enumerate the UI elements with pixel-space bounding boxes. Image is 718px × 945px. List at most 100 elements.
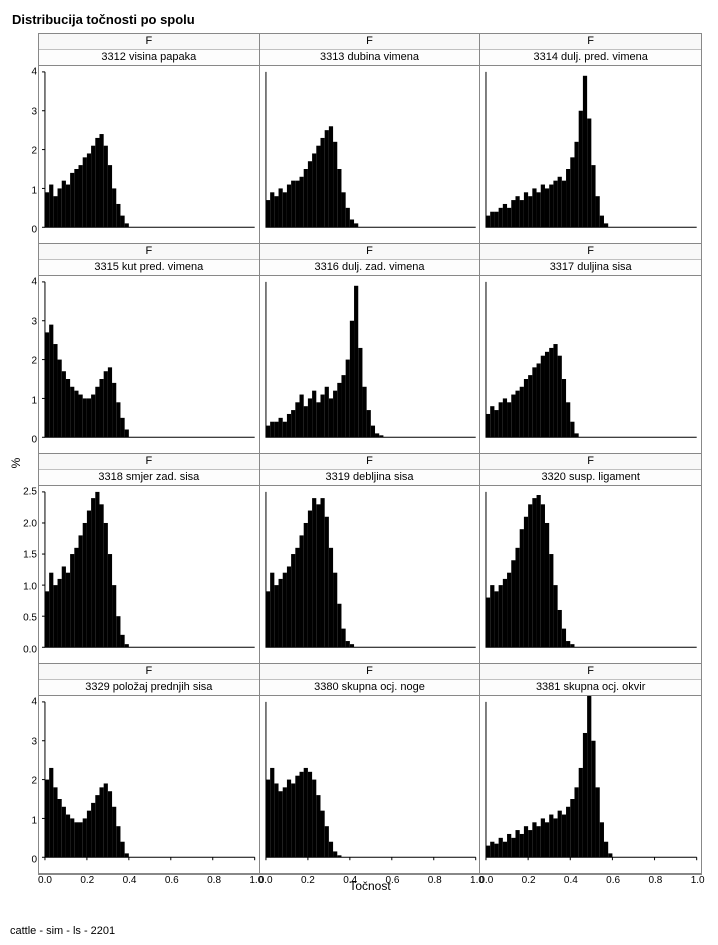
- panel-group-label: F: [260, 244, 480, 260]
- y-tick-label: 1: [13, 185, 37, 196]
- panel-cell: F3380 skupna ocj. noge0.00.20.40.60.81.0: [260, 664, 481, 874]
- panel-cell: F3317 duljina sisa: [480, 244, 701, 454]
- panel-group-label: F: [39, 244, 259, 260]
- plot-area: [480, 486, 701, 663]
- panel-label: 3329 položaj prednjih sisa: [39, 680, 259, 696]
- y-tick-label: 0.5: [13, 613, 37, 624]
- plot-area: 012340.00.20.40.60.81.0: [39, 696, 259, 873]
- x-tick-label: 0.0: [479, 875, 493, 886]
- plot-area: [480, 276, 701, 453]
- y-axis-label: %: [9, 458, 23, 469]
- panel-cell: F3314 dulj. pred. vimena: [480, 34, 701, 244]
- page-title: Distribucija točnosti po spolu: [12, 12, 708, 27]
- histogram-svg: [480, 486, 701, 663]
- panel-group-label: F: [480, 34, 701, 50]
- panel-group-label: F: [260, 34, 480, 50]
- y-tick-label: 3: [13, 736, 37, 747]
- histogram-svg: [480, 696, 701, 873]
- plot-area: [480, 66, 701, 243]
- x-tick-labels: 0.00.20.40.60.81.0: [39, 875, 259, 887]
- y-tick-label: 2: [13, 356, 37, 367]
- plot-area: 0.00.51.01.52.02.5: [39, 486, 259, 663]
- panel-cell: F3316 dulj. zad. vimena: [260, 244, 481, 454]
- panel-label: 3317 duljina sisa: [480, 260, 701, 276]
- x-tick-label: 0.6: [165, 875, 179, 886]
- y-tick-label: 1: [13, 395, 37, 406]
- x-tick-labels: 0.00.20.40.60.81.0: [260, 875, 480, 887]
- x-tick-label: 0.4: [564, 875, 578, 886]
- panel-label: 3319 debljina sisa: [260, 470, 480, 486]
- x-tick-label: 0.8: [207, 875, 221, 886]
- y-tick-label: 0: [13, 225, 37, 236]
- panel-group-label: F: [480, 244, 701, 260]
- x-tick-label: 0.2: [522, 875, 536, 886]
- panel-cell: F3313 dubina vimena: [260, 34, 481, 244]
- panel-cell: F3315 kut pred. vimena01234: [39, 244, 260, 454]
- panel-cell: F3329 položaj prednjih sisa012340.00.20.…: [39, 664, 260, 874]
- plot-area: [260, 486, 480, 663]
- histogram-svg: [39, 276, 259, 453]
- y-tick-label: 4: [13, 67, 37, 78]
- x-tick-label: 0.0: [259, 875, 273, 886]
- panel-cell: F3381 skupna ocj. okvir0.00.20.40.60.81.…: [480, 664, 701, 874]
- histogram-svg: [39, 696, 259, 873]
- y-tick-label: 2: [13, 146, 37, 157]
- panel-label: 3313 dubina vimena: [260, 50, 480, 66]
- panel-cell: F3319 debljina sisa: [260, 454, 481, 664]
- plot-area: 0.00.20.40.60.81.0: [260, 696, 480, 873]
- plot-area: [260, 66, 480, 243]
- footer-text: cattle - sim - ls - 2201: [10, 925, 115, 937]
- panel-cell: F3320 susp. ligament: [480, 454, 701, 664]
- x-tick-label: 0.2: [80, 875, 94, 886]
- y-tick-label: 2.5: [13, 487, 37, 498]
- x-tick-label: 0.8: [428, 875, 442, 886]
- y-tick-label: 1: [13, 815, 37, 826]
- histogram-svg: [260, 696, 480, 873]
- histogram-svg: [260, 276, 480, 453]
- panel-group-label: F: [39, 454, 259, 470]
- panel-group-label: F: [480, 454, 701, 470]
- panel-cell: F3318 smjer zad. sisa0.00.51.01.52.02.5: [39, 454, 260, 664]
- y-tick-label: 2: [13, 776, 37, 787]
- panel-grid: F3312 visina papaka01234F3313 dubina vim…: [38, 33, 702, 875]
- x-tick-label: 0.0: [38, 875, 52, 886]
- y-tick-label: 0: [13, 435, 37, 446]
- x-tick-label: 0.6: [386, 875, 400, 886]
- panel-group-label: F: [39, 664, 259, 680]
- y-tick-labels: 0 1 2 3 4: [13, 696, 37, 873]
- histogram-svg: [260, 66, 480, 243]
- x-tick-label: 0.4: [123, 875, 137, 886]
- y-tick-labels: 0.0 0.5 1.0 1.5 2.0 2.5: [13, 486, 37, 663]
- panel-label: 3318 smjer zad. sisa: [39, 470, 259, 486]
- panel-label: 3314 dulj. pred. vimena: [480, 50, 701, 66]
- x-tick-label: 0.2: [301, 875, 315, 886]
- x-tick-label: 0.6: [606, 875, 620, 886]
- panel-label: 3380 skupna ocj. noge: [260, 680, 480, 696]
- panel-label: 3381 skupna ocj. okvir: [480, 680, 701, 696]
- y-tick-label: 1.0: [13, 581, 37, 592]
- plot-area: 0.00.20.40.60.81.0: [480, 696, 701, 873]
- plot-area: 01234: [39, 66, 259, 243]
- x-tick-label: 1.0: [691, 875, 705, 886]
- panel-group-label: F: [39, 34, 259, 50]
- y-tick-label: 1.5: [13, 550, 37, 561]
- histogram-svg: [260, 486, 480, 663]
- x-tick-label: 0.8: [648, 875, 662, 886]
- panel-cell: F3312 visina papaka01234: [39, 34, 260, 244]
- plot-area: [260, 276, 480, 453]
- panel-label: 3316 dulj. zad. vimena: [260, 260, 480, 276]
- y-tick-label: 0.0: [13, 645, 37, 656]
- histogram-svg: [39, 66, 259, 243]
- x-tick-labels: 0.00.20.40.60.81.0: [480, 875, 701, 887]
- y-tick-label: 2.0: [13, 518, 37, 529]
- histogram-svg: [480, 276, 701, 453]
- panel-group-label: F: [480, 664, 701, 680]
- panel-label: 3320 susp. ligament: [480, 470, 701, 486]
- panel-label: 3312 visina papaka: [39, 50, 259, 66]
- x-tick-label: 0.4: [343, 875, 357, 886]
- histogram-svg: [39, 486, 259, 663]
- y-tick-label: 4: [13, 697, 37, 708]
- y-tick-label: 0: [13, 855, 37, 866]
- y-tick-label: 3: [13, 316, 37, 327]
- y-tick-labels: 01234: [13, 66, 37, 243]
